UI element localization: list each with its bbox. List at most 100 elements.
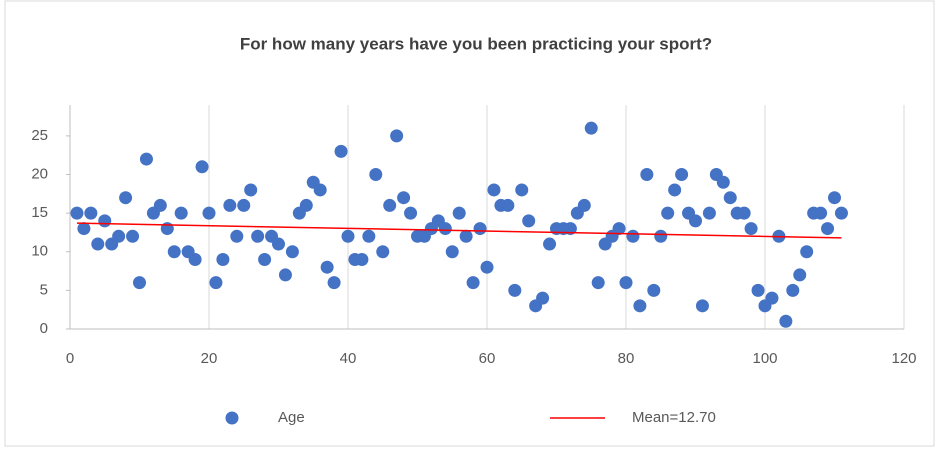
point — [779, 314, 793, 328]
x-tick-label: 60 — [479, 350, 496, 367]
point — [362, 229, 376, 243]
point — [765, 291, 779, 305]
x-tick-label: 0 — [66, 350, 74, 367]
point — [160, 222, 174, 236]
point — [188, 252, 202, 266]
y-tick-label: 20 — [31, 165, 48, 182]
point — [404, 206, 418, 220]
point — [258, 252, 272, 266]
point — [445, 245, 459, 259]
legend-label: Mean=12.70 — [632, 409, 716, 426]
point — [591, 276, 605, 290]
point — [139, 152, 153, 166]
point — [828, 191, 841, 205]
legend-marker — [225, 411, 239, 425]
point — [536, 291, 550, 305]
point — [223, 198, 237, 212]
point — [202, 206, 216, 220]
point — [654, 229, 668, 243]
point — [800, 245, 814, 259]
point — [167, 245, 181, 259]
point — [633, 299, 647, 313]
point — [814, 206, 828, 220]
point — [584, 121, 598, 135]
point — [459, 229, 473, 243]
point — [661, 206, 675, 220]
point — [126, 229, 140, 243]
x-tick-label: 100 — [752, 350, 777, 367]
point — [244, 183, 258, 197]
point — [397, 191, 411, 205]
point — [438, 222, 452, 236]
point — [612, 222, 626, 236]
point — [695, 299, 709, 313]
point — [480, 260, 494, 274]
point — [737, 206, 751, 220]
point — [473, 222, 487, 236]
point — [487, 183, 501, 197]
chart-title: For how many years have you been practic… — [240, 34, 712, 53]
point — [98, 214, 112, 228]
point — [508, 283, 522, 297]
y-tick-label: 25 — [31, 127, 48, 144]
point — [355, 252, 369, 266]
point — [376, 245, 390, 259]
point — [369, 168, 383, 182]
point — [84, 206, 98, 220]
x-tick-label: 80 — [618, 350, 635, 367]
chart-frame — [4, 0, 935, 447]
point — [272, 237, 285, 251]
point — [320, 260, 334, 274]
point — [209, 276, 223, 290]
point — [619, 276, 633, 290]
point — [251, 229, 265, 243]
point — [119, 191, 133, 205]
x-tick-label: 40 — [340, 350, 357, 367]
x-tick-label: 120 — [891, 350, 916, 367]
point — [668, 183, 682, 197]
point — [390, 129, 404, 143]
point — [675, 168, 689, 182]
point — [285, 245, 299, 259]
point — [195, 160, 209, 174]
point — [689, 214, 702, 228]
point — [327, 276, 341, 290]
point — [751, 283, 765, 297]
point — [313, 183, 327, 197]
point — [230, 229, 244, 243]
point — [793, 268, 807, 282]
point — [91, 237, 105, 251]
point — [216, 252, 230, 266]
trend-line — [76, 222, 842, 239]
point — [334, 144, 348, 158]
x-tick-label: 20 — [201, 350, 218, 367]
point — [383, 198, 397, 212]
point — [786, 283, 800, 297]
point — [466, 276, 480, 290]
y-tick-label: 15 — [31, 204, 48, 221]
point — [821, 222, 835, 236]
y-tick-label: 0 — [40, 320, 48, 337]
point — [112, 229, 126, 243]
point — [522, 214, 536, 228]
legend-label: Age — [278, 409, 305, 426]
point — [702, 206, 716, 220]
point — [299, 198, 313, 212]
point — [278, 268, 292, 282]
point — [77, 222, 91, 236]
point — [543, 237, 557, 251]
point — [626, 229, 640, 243]
point — [153, 198, 167, 212]
point — [133, 276, 146, 290]
y-tick-label: 5 — [40, 281, 48, 298]
point — [237, 198, 251, 212]
point — [834, 206, 848, 220]
point — [174, 206, 188, 220]
point — [744, 222, 758, 236]
point — [577, 198, 591, 212]
point — [716, 175, 730, 189]
point — [341, 229, 355, 243]
point — [70, 206, 84, 220]
